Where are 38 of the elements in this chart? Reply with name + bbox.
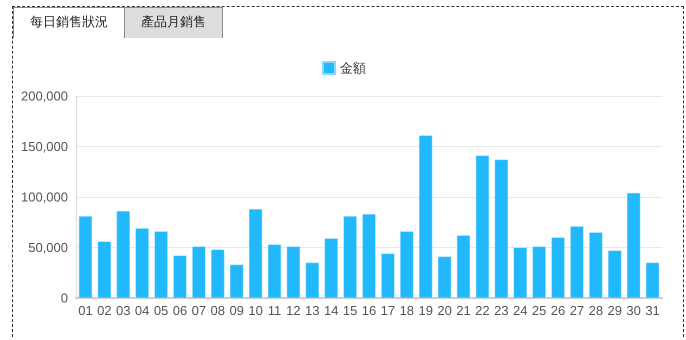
x-tick-label: 31 [645, 303, 660, 318]
x-tick-label: 28 [588, 303, 604, 318]
y-tick-label: 150,000 [21, 139, 68, 154]
y-tick-label: 0 [60, 290, 68, 306]
x-tick-label: 29 [608, 303, 622, 318]
x-tick-label: 07 [192, 303, 206, 318]
x-tick-label: 25 [532, 303, 546, 318]
y-tick-label: 50,000 [28, 240, 68, 255]
x-tick-label: 12 [286, 303, 301, 318]
x-tick-label: 21 [456, 303, 471, 318]
x-tick-label: 09 [229, 303, 244, 318]
x-tick-label: 14 [324, 303, 338, 318]
x-tick-label: 19 [418, 303, 433, 318]
x-tick-label: 20 [437, 303, 452, 318]
x-tick-label: 03 [116, 303, 130, 318]
x-tick-label: 02 [97, 303, 112, 318]
x-tick-label: 04 [134, 303, 150, 318]
x-tick-label: 08 [210, 303, 226, 318]
x-tick-label: 16 [362, 303, 376, 318]
x-tick-label: 27 [570, 303, 584, 318]
x-tick-label: 30 [626, 303, 641, 318]
x-tick-label: 13 [305, 303, 320, 318]
legend-label: 金額 [340, 60, 366, 76]
x-tick-label: 23 [494, 303, 509, 318]
x-tick-label: 22 [475, 303, 490, 318]
x-tick-label: 05 [154, 303, 168, 318]
y-tick-label: 200,000 [21, 88, 68, 104]
x-tick-label: 11 [268, 303, 282, 318]
x-tick-label: 10 [248, 303, 263, 318]
x-tick-label: 24 [512, 303, 528, 318]
x-tick-label: 06 [172, 303, 188, 318]
x-tick-label: 26 [550, 303, 566, 318]
y-tick-label: 100,000 [21, 190, 68, 204]
text: 每日銷售狀況 [13, 7, 125, 38]
x-tick-label: 17 [380, 303, 396, 318]
x-tick-label: 01 [78, 303, 93, 318]
x-tick-label: 18 [400, 303, 414, 318]
x-tick-label: 15 [342, 303, 358, 318]
